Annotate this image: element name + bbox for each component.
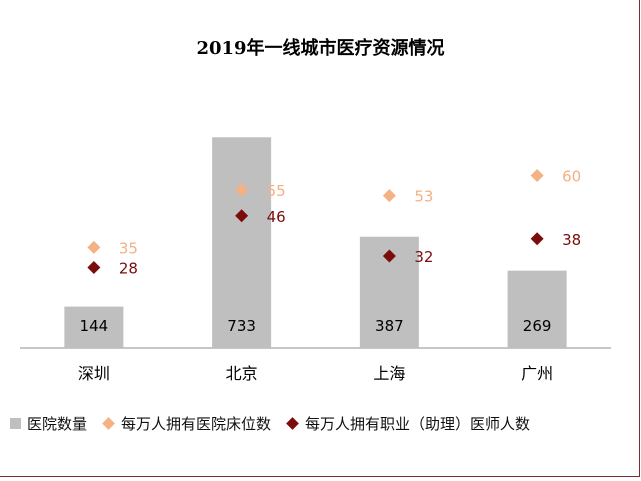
bar-value-label: 733 — [227, 317, 256, 335]
doctor-value-label: 38 — [562, 231, 581, 249]
category-label: 广州 — [521, 364, 553, 383]
doctor-marker — [382, 249, 396, 263]
doctor-marker — [530, 232, 544, 246]
legend-label: 每万人拥有医院床位数 — [121, 414, 272, 433]
bed-value-label: 60 — [562, 168, 581, 186]
doctor-value-label: 46 — [267, 208, 286, 226]
bar-value-label: 269 — [523, 317, 552, 335]
legend-item-doctors: 每万人拥有职业（助理）医师人数 — [285, 413, 530, 434]
bar — [212, 137, 272, 348]
category-label: 上海 — [373, 364, 405, 383]
doctor-value-label: 28 — [119, 260, 138, 278]
doctor-marker — [235, 209, 249, 223]
bar-value-label: 387 — [375, 317, 404, 335]
legend-item-hospital-count: 医院数量 — [10, 413, 87, 434]
category-label: 深圳 — [78, 364, 110, 383]
legend-bar-swatch — [10, 417, 21, 429]
bed-marker — [382, 189, 396, 203]
bed-marker — [87, 240, 101, 254]
legend-label: 医院数量 — [27, 414, 88, 433]
bar-value-label: 144 — [80, 317, 109, 335]
doctor-marker — [87, 261, 101, 274]
legend-item-beds: 每万人拥有医院床位数 — [101, 413, 271, 434]
category-label: 北京 — [226, 364, 258, 383]
legend-label: 每万人拥有职业（助理）医师人数 — [305, 414, 531, 433]
doctor-value-label: 32 — [414, 248, 433, 266]
chart-legend: 医院数量 每万人拥有医院床位数 每万人拥有职业（助理）医师人数 — [10, 412, 640, 434]
bed-value-label: 35 — [119, 239, 138, 257]
bed-value-label: 55 — [267, 182, 286, 200]
bar — [64, 306, 124, 348]
chart-title: 2019年一线城市医疗资源情况 — [196, 38, 445, 59]
bar — [507, 270, 567, 348]
bed-marker — [530, 169, 544, 182]
bed-marker — [235, 183, 249, 197]
legend-diamond-icon — [286, 416, 299, 430]
legend-diamond-icon — [102, 416, 115, 430]
bed-value-label: 53 — [414, 188, 433, 206]
